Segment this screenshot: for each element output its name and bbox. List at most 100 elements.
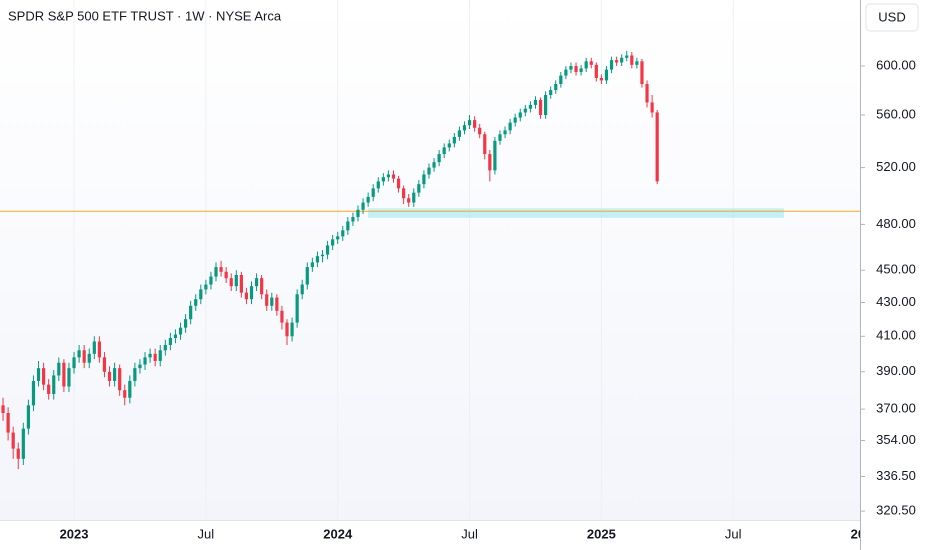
candle-body — [331, 239, 335, 246]
y-tick-label: 336.50 — [876, 468, 916, 483]
candle-body — [346, 221, 350, 231]
candle-body — [493, 140, 497, 171]
candle-body — [356, 209, 360, 218]
candle-body — [336, 236, 340, 240]
candle-body — [452, 136, 456, 144]
candle-body — [260, 278, 264, 295]
candle-body — [11, 432, 15, 449]
plot-background — [0, 0, 860, 520]
candle-body — [625, 55, 629, 58]
candle-body — [615, 60, 619, 63]
candle-body — [6, 412, 10, 433]
x-tick-label: 2026 — [851, 526, 880, 541]
candle-body — [473, 120, 477, 128]
candle-body — [604, 69, 609, 81]
candle-body — [229, 278, 233, 287]
candle-body — [422, 174, 426, 185]
candle-body — [574, 66, 578, 72]
candle-body — [224, 271, 228, 279]
x-tick-label: Jul — [198, 526, 215, 541]
candle-body — [412, 192, 416, 203]
y-tick-label: 410.00 — [876, 328, 916, 343]
candle-body — [645, 84, 649, 103]
candle-body — [371, 188, 375, 197]
candle-body — [533, 99, 538, 105]
candle-body — [138, 364, 142, 369]
candle-body — [620, 57, 624, 63]
candle-body — [107, 371, 112, 381]
candle-body — [498, 134, 502, 141]
candle-body — [483, 134, 487, 155]
candle-body — [173, 334, 178, 339]
candle-body — [265, 294, 269, 306]
candle-body — [559, 75, 563, 85]
candle-body — [249, 286, 254, 300]
candle-body — [123, 390, 127, 398]
candle-body — [72, 357, 76, 369]
y-tick-label: 600.00 — [876, 57, 916, 72]
candle-body — [315, 256, 320, 263]
candle-body — [381, 177, 385, 182]
candle-body — [427, 167, 431, 175]
candle-body — [280, 310, 284, 323]
support-zone — [368, 208, 784, 218]
x-tick-label: Jul — [461, 526, 478, 541]
candle-body — [300, 284, 304, 295]
candle-body — [47, 384, 51, 394]
candle-body — [36, 368, 41, 381]
currency-label: USD — [878, 9, 905, 24]
candle-body — [386, 174, 391, 178]
candle-body — [199, 289, 203, 300]
candle-body — [305, 267, 309, 285]
candle-body — [635, 61, 639, 65]
y-tick-label: 480.00 — [876, 216, 916, 231]
candle-body — [52, 375, 56, 394]
candle-body — [97, 341, 101, 358]
candle-body — [189, 305, 193, 320]
y-tick-label: 560.00 — [876, 106, 916, 121]
candle-body — [82, 350, 86, 363]
candle-body — [407, 198, 411, 203]
candle-body — [163, 344, 167, 351]
candle-body — [158, 350, 162, 361]
candle-body — [178, 327, 183, 335]
candle-body — [402, 188, 406, 199]
candle-body — [270, 297, 274, 306]
candle-body — [320, 254, 325, 257]
currency-button[interactable] — [865, 3, 919, 32]
y-tick-label: 320.50 — [876, 503, 916, 518]
candle-body — [285, 322, 289, 337]
candle-body — [609, 60, 614, 70]
candle-body — [341, 230, 345, 237]
y-tick-label: 370.00 — [876, 401, 916, 416]
candle-body — [478, 127, 482, 135]
candle-body — [143, 357, 147, 365]
candle-body — [219, 267, 223, 272]
candle-body — [234, 274, 238, 287]
candle-body — [437, 154, 441, 163]
candle-body — [538, 99, 543, 116]
candle-body — [112, 368, 117, 381]
candle-body — [204, 284, 208, 290]
candle-body — [508, 122, 512, 131]
candle-body — [391, 174, 396, 179]
candle-body — [1, 405, 5, 413]
candle-body — [442, 147, 446, 155]
y-tick-label: 520.00 — [876, 159, 916, 174]
candle-body — [513, 117, 517, 123]
candle-body — [447, 143, 451, 148]
y-tick-label: 390.00 — [876, 363, 916, 378]
candle-body — [295, 294, 299, 323]
candle-body — [194, 299, 198, 306]
candle-body — [168, 338, 172, 345]
candle-body — [183, 319, 188, 328]
x-tick-label: Jul — [725, 526, 742, 541]
candle-body — [290, 322, 294, 337]
candle-body — [549, 90, 553, 96]
candle-body — [148, 353, 152, 358]
candle-body — [42, 368, 46, 385]
candle-body — [62, 362, 66, 387]
candle-body — [209, 276, 213, 285]
